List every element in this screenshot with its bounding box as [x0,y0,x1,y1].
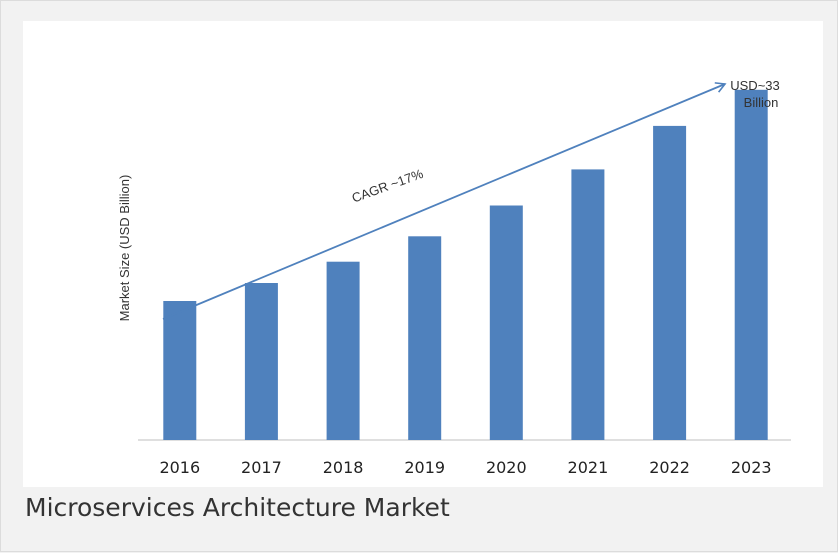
x-tick-label: 2019 [404,458,445,477]
bar-2022 [653,125,687,441]
figure-caption: Microservices Architecture Market [25,493,450,522]
x-tick-labels: 2016 2017 2018 2019 2020 2021 2022 2023 [159,458,771,477]
bar-2018 [326,261,360,440]
end-value-label-line1: USD~33 [730,78,780,93]
bar-2023 [734,89,768,441]
x-tick-label: 2016 [159,458,200,477]
end-value-label-line2: Billion [744,95,779,110]
x-tick-label: 2020 [486,458,527,477]
bars-group [163,89,768,441]
y-axis-label: Market Size (USD Billion) [117,175,132,322]
bar-2016 [163,301,197,440]
x-tick-label: 2022 [649,458,690,477]
x-tick-label: 2021 [568,458,609,477]
bar-2021 [571,169,605,440]
bar-2020 [489,205,523,440]
x-tick-label: 2018 [323,458,364,477]
bar-2019 [408,236,442,440]
x-tick-label: 2017 [241,458,282,477]
cagr-label: CAGR ~17% [350,166,426,206]
cagr-trend-arrow [162,82,727,320]
bar-2017 [244,283,278,440]
x-tick-label: 2023 [731,458,772,477]
